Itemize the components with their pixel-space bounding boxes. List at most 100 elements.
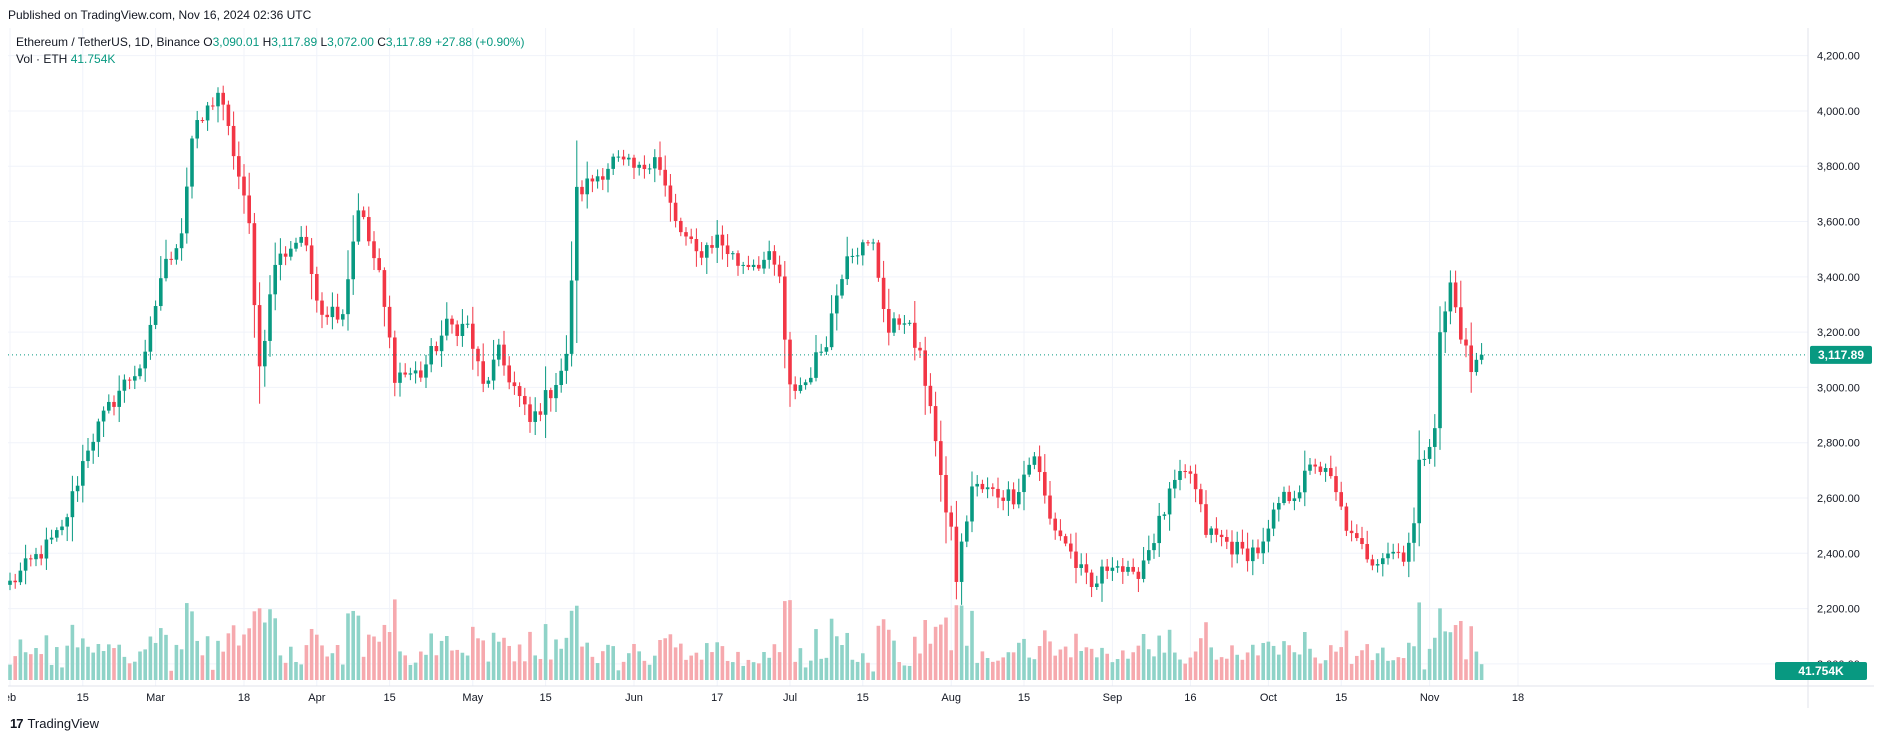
volume-bar xyxy=(294,661,298,680)
candle-body xyxy=(1022,474,1026,493)
volume-bar xyxy=(356,615,361,680)
candle-body xyxy=(1474,359,1479,373)
candle-body xyxy=(1360,538,1364,545)
volume-bar xyxy=(1401,658,1406,680)
candle-body xyxy=(1115,566,1120,568)
candle-body xyxy=(185,186,189,234)
volume-bar xyxy=(1433,637,1437,680)
candle-body xyxy=(1240,541,1245,549)
candle-body xyxy=(211,105,215,107)
candle-body xyxy=(1089,572,1094,588)
volume-bar xyxy=(1157,635,1161,680)
candle-body xyxy=(81,461,85,486)
candle-body xyxy=(434,345,439,352)
candle-body xyxy=(70,491,75,518)
candle-body xyxy=(731,253,735,255)
volume-bar xyxy=(1261,642,1265,680)
volume-bar xyxy=(871,671,875,680)
candle-body xyxy=(606,168,610,180)
volume-bar xyxy=(465,655,470,680)
candle-body xyxy=(959,541,964,582)
volume-bar xyxy=(153,642,158,680)
volume-bar xyxy=(1032,659,1037,680)
candle-body xyxy=(1199,489,1203,505)
volume-bar xyxy=(1063,646,1068,680)
candle-body xyxy=(679,220,683,233)
time-axis[interactable]: eb 15 Mar 18 Apr 15 May 15 Jun 17 Jul 15 Aug 15 Sep 16 O… xyxy=(8,692,1524,704)
volume-bar xyxy=(762,652,766,680)
candle-body xyxy=(580,186,584,195)
volume-bar xyxy=(86,646,90,680)
volume-bar xyxy=(257,608,262,680)
candle-body xyxy=(34,554,38,560)
volume-bar xyxy=(824,657,829,680)
candle-body xyxy=(424,364,428,378)
symbol-title[interactable]: Ethereum / TetherUS, 1D, Binance xyxy=(16,35,200,49)
volume-bar xyxy=(263,622,267,680)
candle-body xyxy=(892,318,896,333)
candle-body xyxy=(575,186,579,281)
last-volume-value: 41.754K xyxy=(1798,664,1844,678)
volume-bar xyxy=(1089,648,1094,680)
volume-bars xyxy=(8,599,1484,680)
candlestick-chart[interactable]: 4,200.00 4,000.00 3,800.00 3,600.00 3,400.00… xyxy=(8,28,1874,708)
volume-bar xyxy=(122,656,127,680)
volume-bar xyxy=(237,645,241,680)
candle-body xyxy=(55,530,59,538)
volume-bar xyxy=(216,640,220,680)
volume-bar xyxy=(881,619,886,680)
volume-bar xyxy=(1152,656,1156,680)
candle-body xyxy=(523,396,527,405)
volume-bar xyxy=(637,651,641,680)
volume-bar xyxy=(569,610,574,680)
candle-body xyxy=(783,276,787,340)
volume-bar xyxy=(18,639,23,680)
candle-body xyxy=(866,242,870,244)
volume-bar xyxy=(1183,663,1187,680)
volume-bar xyxy=(684,659,688,680)
candle-body xyxy=(133,376,137,381)
candle-body xyxy=(621,156,626,160)
volume-bar xyxy=(1438,608,1442,680)
candle-body xyxy=(1027,464,1031,475)
volume-bar xyxy=(1443,631,1447,680)
candle-body xyxy=(1375,564,1380,566)
volume-bar xyxy=(49,664,54,680)
candle-body xyxy=(491,359,496,381)
candle-body xyxy=(543,390,548,415)
volume-bar xyxy=(1173,652,1177,680)
volume-bar xyxy=(497,641,501,680)
volume-bar xyxy=(1219,657,1224,680)
candle-body xyxy=(881,277,886,309)
volume-bar xyxy=(60,667,64,680)
volume-bar xyxy=(902,665,907,680)
candle-body xyxy=(49,537,54,540)
volume-bar xyxy=(1048,641,1052,680)
volume-bar xyxy=(980,651,985,680)
volume-bar xyxy=(829,618,834,680)
volume-bar xyxy=(1022,638,1026,680)
time-tick-label: 18 xyxy=(1512,692,1524,704)
volume-bar xyxy=(1126,658,1130,680)
volume-bar xyxy=(1271,645,1276,680)
price-axis[interactable]: 4,200.00 4,000.00 3,800.00 3,600.00 3,400.00… xyxy=(1817,51,1860,671)
volume-label[interactable]: Vol · ETH xyxy=(16,52,68,66)
volume-bar xyxy=(1245,652,1250,680)
candle-body xyxy=(190,138,194,187)
candle-body xyxy=(897,318,901,325)
candle-body xyxy=(933,406,938,442)
volume-bar xyxy=(850,659,855,680)
volume-row: Vol · ETH 41.754K xyxy=(16,51,524,68)
volume-bar xyxy=(1209,647,1213,680)
candle-body xyxy=(1006,489,1011,501)
candle-body xyxy=(1152,543,1156,551)
volume-bar xyxy=(954,605,959,680)
volume-bar xyxy=(1479,664,1484,680)
candle-body xyxy=(29,558,33,560)
footer-branding[interactable]: 17 TradingView xyxy=(10,716,99,731)
candle-body xyxy=(367,217,371,242)
candle-body xyxy=(1453,282,1458,308)
candle-body xyxy=(507,365,511,383)
volume-bar xyxy=(1287,645,1291,680)
price-tick-label: 2,200.00 xyxy=(1817,604,1860,616)
